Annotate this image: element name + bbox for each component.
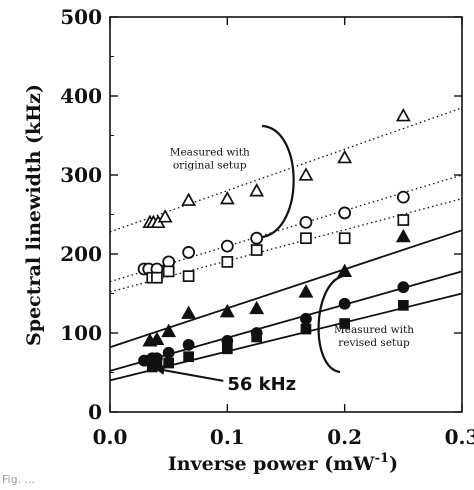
fit-line-circle-filled [109,270,463,372]
bracket-original-setup [261,124,295,239]
point-triangle-open [219,190,235,205]
point-circle-filled [397,281,410,294]
annotation-original: original setup [173,159,247,171]
plot-axes [109,16,463,413]
x-tick-label: 0.2 [327,425,362,449]
x-axis-title: Inverse power (mW-1) [168,451,398,475]
y-axis-title: Spectral linewidth (kHz) [23,84,45,346]
y-tick-label: 300 [60,163,102,187]
annotation-revised: Measured with [334,324,414,336]
annotation-revised: revised setup [338,337,410,349]
point-triangle-open [337,149,353,164]
tick-labels: 0.0 0.1 0.2 0.3 0 100 200 300 400 500 [60,5,474,449]
y-tick-label: 0 [88,400,102,424]
x-tick-label: 0.1 [210,425,245,449]
point-circle-open [299,215,313,229]
point-triangle-open [395,107,411,122]
point-square-filled [221,343,233,355]
annotation-min: 56 kHz [227,374,296,395]
y-tick-label: 500 [60,5,102,29]
fit-line-circle-open [109,174,463,283]
fit-line-triangle-open [109,107,463,233]
point-circle-filled [338,297,351,310]
point-square-filled [163,357,175,369]
point-square-open [151,271,163,284]
point-square-open [162,265,175,278]
point-square-open [182,270,195,282]
point-square-filled [183,351,194,363]
point-circle-open [182,246,196,259]
point-square-open [300,232,312,245]
point-triangle-filled [219,303,235,318]
annotation-original: Measured with [170,146,250,158]
y-tick-label: 400 [60,84,102,108]
point-square-filled [397,300,409,311]
point-triangle-open [249,183,265,197]
data-points [137,107,411,373]
annotation-arrow-line [161,368,224,382]
point-square-open [250,244,263,256]
bracket-revised-setup [317,274,344,374]
point-square-filled [300,323,312,335]
x-tick-label: 0.3 [445,425,474,449]
point-circle-open [338,206,352,220]
point-triangle-filled [337,263,353,278]
y-tick-label: 200 [60,242,102,266]
point-triangle-open [181,192,197,206]
point-triangle-open [157,209,173,223]
point-triangle-filled [181,305,197,319]
point-circle-filled [300,312,312,325]
point-circle-filled [162,346,175,359]
point-square-open [221,256,234,268]
point-triangle-open [298,167,314,181]
x-tick-label: 0.0 [93,425,128,449]
point-triangle-filled [395,228,411,243]
point-triangle-filled [298,284,314,298]
annotation-arrowhead [153,364,166,375]
point-triangle-filled [161,323,177,338]
point-circle-filled [182,338,195,351]
point-circle-open [250,231,264,245]
point-triangle-filled [149,331,165,345]
y-tick-label: 100 [60,321,102,345]
point-circle-open [396,190,410,204]
point-square-filled [251,331,263,343]
point-circle-open [220,239,234,253]
point-square-open [338,232,351,245]
fit-line-square-open [109,198,463,293]
point-square-filled [339,318,351,329]
point-square-open [397,214,410,226]
point-triangle-filled [249,300,265,315]
figure-caption: Fig. ... [2,473,36,486]
